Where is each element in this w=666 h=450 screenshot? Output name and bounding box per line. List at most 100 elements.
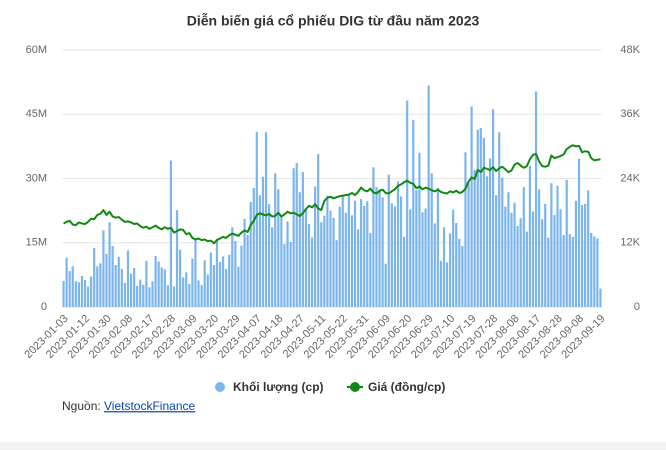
volume-bar [491,109,495,307]
volume-bar [301,172,304,307]
volume-bar [163,269,166,307]
volume-bar [71,266,74,307]
volume-bar [304,208,308,307]
volume-bar [464,152,467,307]
volume-bar [504,206,507,307]
volume-bar [188,283,191,307]
volume-bar [215,238,219,307]
volume-bar [485,176,489,307]
volume-bar [286,221,289,307]
volume-bar [209,252,212,307]
volume-bar [99,263,102,307]
volume-bar [372,167,375,307]
volume-bar [584,203,587,307]
volume-bar [80,276,84,307]
volume-bar [577,158,581,307]
volume-bar [280,215,283,307]
volume-bar [120,268,123,307]
volume-bar [169,160,173,307]
volume-bar [541,219,544,307]
volume-bar [495,195,498,307]
y2-tick-label: 48K [620,44,640,56]
volume-bar [476,129,479,307]
volume-bar [522,187,525,307]
volume-bar [129,273,133,307]
volume-bar [510,212,513,307]
volume-bar [237,266,240,307]
volume-bar [562,235,565,307]
volume-bar [534,91,538,307]
y-tick-label: 60M [26,44,47,56]
volume-bar [307,223,311,307]
volume-bar [412,119,415,308]
volume-bar [179,249,182,307]
volume-bar [479,127,482,307]
volume-bar [537,189,541,307]
legend-marker [350,382,360,392]
volume-bar [498,132,501,307]
volume-bar [574,200,578,307]
volume-bar [157,261,160,307]
volume-bar [378,189,381,307]
volume-bar [381,197,384,307]
volume-bar [544,203,547,307]
y-tick-label: 45M [26,108,47,120]
volume-bar [283,244,286,307]
volume-bar [501,177,504,307]
volume-bar [458,238,461,307]
volume-bar [353,200,357,307]
volume-bar [151,281,154,307]
volume-bar [132,268,136,307]
volume-bar [139,279,142,307]
volume-bar [295,163,298,307]
volume-bar [402,236,406,307]
volume-bar [467,183,470,307]
volume-bar [473,169,476,307]
volume-bar [482,137,485,307]
volume-bar [108,222,111,307]
volume-bar [172,286,176,307]
legend-label: Giá (đồng/cp) [368,380,445,394]
volume-bar [528,165,532,307]
volume-bar [375,187,378,307]
volume-bar [142,284,145,307]
volume-bar [384,263,387,307]
volume-bar [415,190,418,307]
y2-tick-label: 12K [620,237,640,249]
volume-bar [111,246,114,307]
volume-bar [166,285,169,307]
legend-label: Khối lượng (cp) [233,380,324,394]
volume-bar [83,280,87,307]
price-line [63,144,601,245]
volume-bar [271,227,274,307]
volume-bar [317,154,320,307]
source-link[interactable]: VietstockFinance [104,399,195,413]
volume-bar [418,152,421,307]
volume-bar [74,281,77,307]
volume-bar [335,240,338,307]
volume-bar [439,260,443,307]
volume-bar [593,236,596,307]
volume-bar [225,268,228,307]
volume-bar [62,280,65,307]
volume-bar [470,106,473,307]
volume-bar [221,256,225,307]
volume-bar [249,202,252,307]
volume-bar [277,189,280,307]
volume-bar [519,218,522,307]
volume-bar [175,210,179,307]
volume-bar [350,215,354,307]
volume-bar [267,204,271,307]
y2-tick-label: 24K [620,172,640,184]
volume-bar [246,235,249,307]
volume-bar [580,205,584,307]
volume-bar [571,236,574,307]
volume-bar [274,173,277,307]
volume-bar [326,195,329,307]
volume-bar [126,250,130,307]
volume-bar [289,241,292,307]
volume-bar [442,227,446,307]
legend-marker [215,382,225,392]
volume-bar [553,214,556,307]
volume-bar [234,241,237,307]
